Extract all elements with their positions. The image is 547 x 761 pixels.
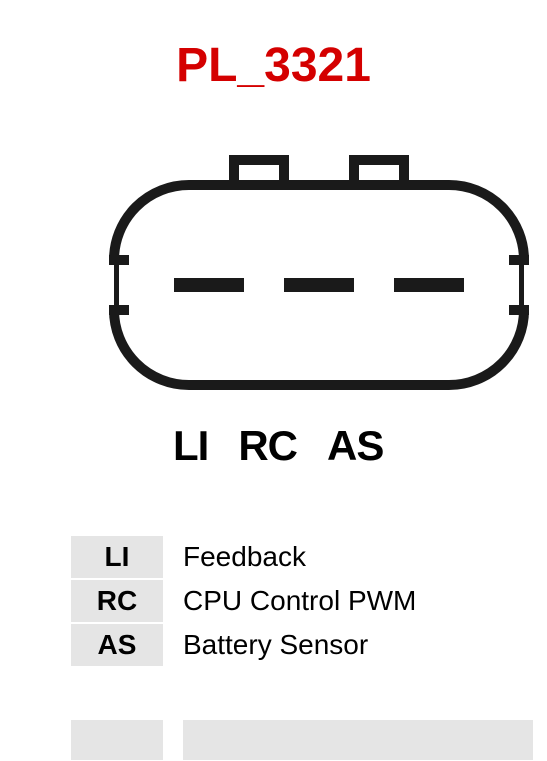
pin-code-cell: RC — [71, 580, 163, 622]
part-number-title: PL_3321 — [176, 38, 371, 93]
pin-label: RC — [238, 422, 297, 470]
connector-diagram — [109, 150, 529, 410]
table-row: AS Battery Sensor — [71, 624, 533, 666]
table-row: LI Feedback — [71, 536, 533, 578]
pin-labels-row: LI RC AS — [173, 422, 383, 470]
table-row: RC CPU Control PWM — [71, 580, 533, 622]
pin-definition-table: LI Feedback RC CPU Control PWM AS Batter… — [71, 536, 533, 666]
empty-table-row — [71, 720, 533, 760]
pin-label: LI — [173, 422, 208, 470]
pin-desc-cell: CPU Control PWM — [163, 580, 533, 622]
empty-cell — [183, 720, 533, 760]
empty-cell — [71, 720, 163, 760]
pin-code-cell: LI — [71, 536, 163, 578]
pin-code-cell: AS — [71, 624, 163, 666]
pin-desc-cell: Feedback — [163, 536, 533, 578]
pin-desc-cell: Battery Sensor — [163, 624, 533, 666]
pin-label: AS — [327, 422, 383, 470]
